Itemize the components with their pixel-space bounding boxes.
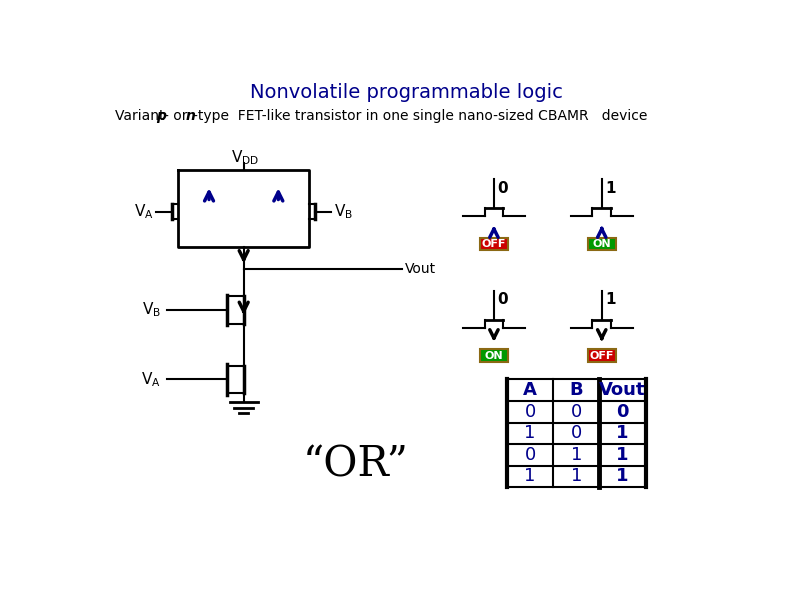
FancyBboxPatch shape [588, 238, 615, 250]
Text: 0: 0 [497, 181, 507, 196]
Text: -type  FET-like transistor in one single nano-sized CBAMR   device: -type FET-like transistor in one single … [193, 109, 648, 123]
Text: 1: 1 [605, 181, 615, 196]
Text: OFF: OFF [590, 350, 614, 361]
Text: p: p [156, 109, 167, 123]
Text: V$_{\rm B}$: V$_{\rm B}$ [142, 300, 161, 320]
Text: V$_{\rm B}$: V$_{\rm B}$ [334, 202, 353, 221]
Text: V$_{\rm A}$: V$_{\rm A}$ [133, 202, 153, 221]
Text: 0: 0 [525, 403, 536, 421]
Text: A: A [523, 381, 537, 399]
FancyBboxPatch shape [480, 238, 508, 250]
Text: ON: ON [592, 239, 611, 249]
Text: Nonvolatile programmable logic: Nonvolatile programmable logic [250, 83, 564, 102]
Text: Vout: Vout [405, 262, 436, 275]
Text: 1: 1 [571, 468, 582, 486]
Text: 0: 0 [525, 446, 536, 464]
FancyBboxPatch shape [588, 349, 615, 362]
Text: V$_{\rm A}$: V$_{\rm A}$ [141, 370, 161, 389]
Text: “OR”: “OR” [303, 443, 408, 485]
Text: 1: 1 [525, 424, 536, 442]
Text: 0: 0 [616, 403, 629, 421]
Text: V$_{\rm DD}$: V$_{\rm DD}$ [231, 148, 260, 167]
Text: Variant: Variant [115, 109, 169, 123]
Text: 1: 1 [571, 446, 582, 464]
Text: - or: - or [164, 109, 192, 123]
Text: 0: 0 [571, 424, 582, 442]
Text: 1: 1 [605, 292, 615, 308]
Text: Vout: Vout [599, 381, 646, 399]
Text: 1: 1 [616, 424, 629, 442]
Text: OFF: OFF [482, 239, 506, 249]
Text: n: n [186, 109, 195, 123]
FancyBboxPatch shape [480, 349, 508, 362]
Text: ON: ON [484, 350, 503, 361]
Text: 0: 0 [497, 292, 507, 308]
Text: 1: 1 [616, 468, 629, 486]
Text: 0: 0 [571, 403, 582, 421]
Text: B: B [569, 381, 583, 399]
Text: 1: 1 [525, 468, 536, 486]
Text: 1: 1 [616, 446, 629, 464]
